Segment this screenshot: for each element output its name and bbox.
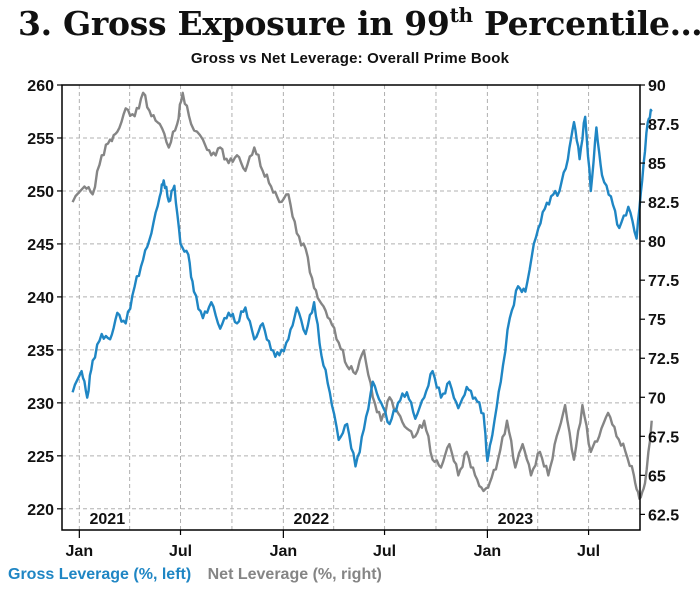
- y-right-tick-label: 82.5: [648, 195, 679, 212]
- y-right-tick-label: 70: [648, 390, 666, 407]
- gross-leverage-line: [71, 108, 653, 468]
- x-tick-label: Jul: [373, 543, 396, 560]
- year-label: 2022: [294, 511, 330, 528]
- chart-subtitle: Gross vs Net Leverage: Overall Prime Boo…: [190, 50, 510, 67]
- title-suffix: Percentile…: [472, 4, 700, 43]
- y-right-tick-label: 87.5: [648, 117, 679, 134]
- year-label: 2023: [498, 511, 534, 528]
- y-left-tick-label: 220: [27, 502, 54, 519]
- y-left-tick-label: 250: [27, 184, 54, 201]
- y-left-tick-label: 235: [27, 343, 54, 360]
- legend-gross-leverage: Gross Leverage (%, left): [8, 566, 192, 583]
- x-tick-label: Jan: [66, 543, 94, 560]
- y-right-tick-label: 72.5: [648, 351, 679, 368]
- y-right-tick-label: 85: [648, 156, 666, 173]
- y-right-tick-label: 67.5: [648, 429, 679, 446]
- x-tick-label: Jan: [270, 543, 298, 560]
- chart-title-block: 3. Gross Exposure in 99th Percentile…: [18, 2, 700, 50]
- legend-net-leverage: Net Leverage (%, right): [207, 566, 382, 583]
- y-left-tick-label: 255: [27, 131, 54, 148]
- title-superscript: th: [449, 3, 473, 27]
- x-tick-label: Jul: [577, 543, 600, 560]
- chart-legend: Gross Leverage (%, left) Net Leverage (%…: [8, 566, 394, 584]
- x-tick-label: Jan: [474, 543, 502, 560]
- y-right-tick-label: 80: [648, 234, 666, 251]
- y-right-tick-label: 77.5: [648, 273, 679, 290]
- y-right-tick-label: 65: [648, 468, 666, 485]
- y-left-tick-label: 260: [27, 78, 54, 95]
- y-left-tick-label: 230: [27, 396, 54, 413]
- net-leverage-line: [71, 91, 653, 500]
- year-label: 2021: [90, 511, 126, 528]
- y-left-tick-label: 245: [27, 237, 54, 254]
- title-prefix: 3. Gross Exposure in 99: [18, 4, 450, 43]
- x-tick-label: Jul: [169, 543, 192, 560]
- y-right-tick-label: 62.5: [648, 507, 679, 524]
- y-left-tick-label: 225: [27, 449, 54, 466]
- y-left-tick-label: 240: [27, 290, 54, 307]
- page-title: 3. Gross Exposure in 99th Percentile…: [18, 2, 700, 46]
- plot-frame: [61, 84, 641, 531]
- y-right-tick-label: 90: [648, 78, 666, 95]
- y-right-tick-label: 75: [648, 312, 666, 329]
